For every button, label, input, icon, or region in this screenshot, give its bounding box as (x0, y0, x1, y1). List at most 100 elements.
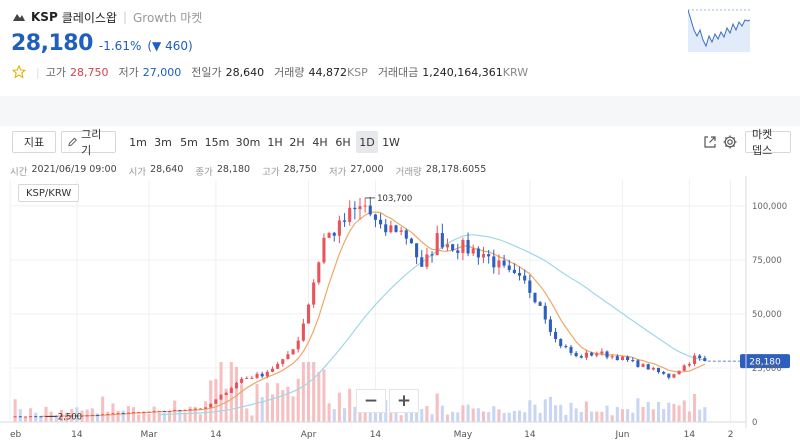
moving-average-short (40, 211, 706, 417)
volume-bar (44, 406, 48, 422)
info-high-value: 28,750 (283, 164, 317, 175)
candle-body (229, 388, 233, 393)
volume-bar (281, 390, 285, 422)
period-tab-4h[interactable]: 4H (312, 135, 328, 149)
candle-body (548, 319, 552, 332)
volume-bar (492, 406, 496, 422)
volume-bar (409, 409, 413, 422)
candle-body (312, 282, 316, 305)
candle-body (445, 244, 450, 248)
candle-body (641, 364, 645, 367)
volume-bar (430, 414, 434, 422)
period-tab-1d[interactable]: 1D (356, 131, 378, 153)
volume-bar (312, 362, 316, 422)
volume-bar (641, 406, 645, 422)
candle-body (456, 250, 460, 253)
candle-body (54, 415, 58, 417)
volume-bar (548, 396, 552, 422)
candle-body (569, 346, 573, 353)
volume-bar (322, 369, 326, 422)
candle-body (451, 244, 455, 251)
candle-body (379, 219, 383, 225)
info-volume-value: 28,178.6055 (425, 164, 487, 175)
volume-bar (507, 412, 511, 422)
period-tab-30m[interactable]: 30m (235, 135, 261, 149)
period-tab-3m[interactable]: 3m (154, 135, 172, 149)
volume-bar (512, 410, 516, 422)
volume-bar (517, 410, 522, 422)
expand-icon[interactable] (702, 134, 718, 150)
volume-bar (348, 388, 352, 422)
stat-low-label: 저가 (118, 66, 139, 79)
candle-body (209, 403, 213, 408)
volume-bar (420, 408, 424, 422)
zoom-in-button[interactable]: + (389, 389, 419, 413)
period-tab-2h[interactable]: 2H (289, 135, 305, 149)
candle-body (178, 410, 182, 412)
draw-button[interactable]: 그리기 (61, 128, 116, 157)
gear-icon[interactable] (722, 134, 738, 150)
market-name: 클레이스왑 (61, 10, 117, 25)
info-close-value: 28,180 (216, 164, 251, 175)
volume-bar (481, 411, 486, 422)
candle-body (672, 374, 676, 378)
volume-bar (698, 409, 702, 422)
mini-price-chart (688, 9, 750, 52)
candle-body (415, 243, 419, 258)
indicator-label: 지표 (23, 136, 45, 149)
volume-bar (590, 411, 594, 422)
candle-body (667, 373, 671, 378)
volume-bar (29, 408, 33, 422)
candle-body (337, 220, 341, 236)
volume-bar (672, 403, 676, 422)
volume-bar (584, 401, 588, 422)
volume-bar (358, 404, 362, 422)
volume-bar (677, 405, 681, 422)
info-low-value: 27,000 (350, 164, 384, 175)
candle-body (101, 414, 105, 416)
candle-body (461, 239, 465, 253)
candle-body (162, 411, 166, 413)
zoom-out-button[interactable]: − (356, 389, 386, 413)
candle-body (152, 411, 156, 413)
candle-body (651, 367, 655, 370)
candle-body (90, 415, 94, 417)
candle-body (600, 351, 604, 354)
x-tick-label: 2 (728, 430, 734, 440)
volume-bar (343, 408, 347, 422)
period-tab-15m[interactable]: 15m (204, 135, 230, 149)
y-tick-label: 0 (752, 418, 757, 428)
volume-bar (209, 380, 213, 422)
volume-bar (147, 413, 151, 422)
star-icon[interactable] (12, 65, 26, 79)
candle-body (615, 356, 619, 361)
volume-bar (363, 410, 367, 422)
candle-body (296, 340, 300, 350)
volume-bar (487, 412, 491, 422)
candle-body (626, 356, 630, 361)
period-tab-1w[interactable]: 1W (382, 135, 400, 149)
period-tab-1m[interactable]: 1m (129, 135, 147, 149)
volume-bar (157, 412, 161, 422)
volume-bar (353, 406, 357, 422)
stat-amount-value: 1,240,164,361 (422, 65, 503, 79)
volume-bar (620, 409, 625, 422)
volume-bar (178, 411, 182, 422)
indicator-button[interactable]: 지표 (12, 131, 56, 153)
candle-body (394, 225, 398, 232)
volume-bar (101, 396, 105, 422)
volume-bar (250, 415, 254, 422)
candle-body (327, 232, 331, 238)
period-tab-1h[interactable]: 1H (267, 135, 283, 149)
period-tab-6h[interactable]: 6H (335, 135, 351, 149)
market-depth-button[interactable]: 마켓 뎁스 (745, 128, 791, 157)
candle-body (512, 269, 516, 273)
volume-bar (260, 397, 264, 422)
candle-body (373, 214, 377, 220)
section-gap (0, 96, 800, 126)
candle-body (204, 407, 208, 409)
period-tab-5m[interactable]: 5m (180, 135, 198, 149)
candle-body (95, 415, 100, 417)
candle-body (481, 254, 486, 258)
